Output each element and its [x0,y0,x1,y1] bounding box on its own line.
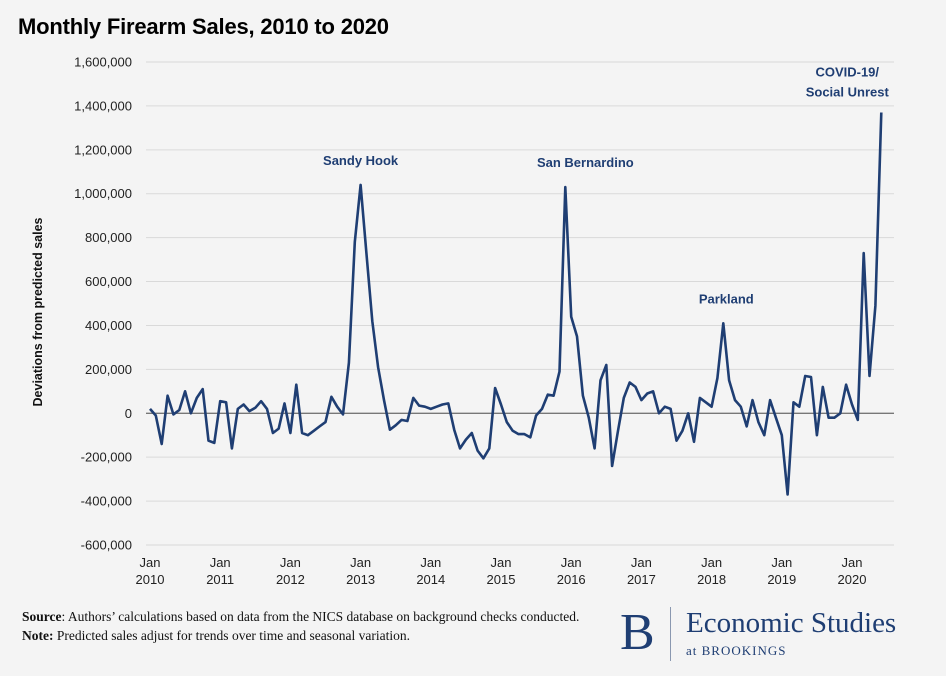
annotations: Sandy Hook San Bernardino Parkland COVID-19… [323,64,889,306]
logo-name: Economic Studies [686,607,897,639]
x-tick-year: 2013 [346,572,375,587]
y-tick-label: 1,600,000 [74,55,132,70]
x-tick-month: Jan [842,555,863,570]
y-tick-label: 600,000 [85,274,132,289]
annotation-label: Parkland [699,291,754,306]
x-tick-month: Jan [561,555,582,570]
x-tick-month: Jan [491,555,512,570]
y-tick-label: -400,000 [81,494,132,509]
x-tick-year: 2020 [838,572,867,587]
x-tick-month: Jan [350,555,371,570]
y-tick-label: 1,400,000 [74,98,132,113]
y-tick-label: 400,000 [85,318,132,333]
y-tick-label: -200,000 [81,450,132,465]
chart-title: Monthly Firearm Sales, 2010 to 2020 [18,14,389,39]
firearm-sales-chart: -600,000 -400,000 -200,000 0 200,000 400,000 6… [31,55,894,587]
x-tick-month: Jan [140,555,161,570]
x-tick-year: 2011 [206,572,234,587]
source-text: : Authors’ calculations based on data fr… [61,609,580,624]
annotation-label: Social Unrest [806,84,890,99]
x-tick-year: 2012 [276,572,305,587]
y-tick-label: 200,000 [85,362,132,377]
y-axis-ticks: -600,000 -400,000 -200,000 0 200,000 400,000 6… [74,55,132,553]
y-axis-label: Deviations from predicted sales [31,217,45,406]
y-tick-label: 800,000 [85,230,132,245]
x-tick-month: Jan [771,555,792,570]
y-tick-label: 0 [125,406,132,421]
logo-subtitle: at BROOKINGS [686,643,787,658]
gridlines [146,61,894,546]
note-text: Predicted sales adjust for trends over t… [53,628,411,643]
x-tick-month: Jan [631,555,652,570]
x-tick-month: Jan [280,555,301,570]
annotation-label: COVID-19/ [815,64,879,79]
x-tick-month: Jan [420,555,441,570]
footer-notes: Source: Authors’ calculations based on d… [22,607,612,645]
y-tick-label: 1,200,000 [74,142,132,157]
x-tick-month: Jan [210,555,231,570]
brookings-logo: B Economic Studies at BROOKINGS [620,604,930,667]
source-note: Source: Authors’ calculations based on d… [22,607,612,626]
x-tick-year: 2017 [627,572,656,587]
annotation-label: San Bernardino [537,155,634,170]
y-tick-label: -600,000 [81,538,132,553]
logo-divider [670,607,671,661]
x-axis-ticks: Jan 2010 Jan 2011 Jan 2012 Jan 2013 Jan 2014 Jan 20… [136,555,867,587]
x-tick-year: 2018 [697,572,726,587]
x-tick-year: 2019 [767,572,796,587]
note: Note: Predicted sales adjust for trends … [22,626,612,645]
x-tick-year: 2016 [557,572,586,587]
series-line [149,112,883,496]
annotation-label: Sandy Hook [323,153,399,168]
y-tick-label: 1,000,000 [74,186,132,201]
x-tick-month: Jan [701,555,722,570]
x-tick-year: 2010 [136,572,165,587]
source-label: Source [22,609,62,624]
x-tick-year: 2015 [487,572,516,587]
x-tick-year: 2014 [416,572,445,587]
logo-mark: B [620,604,655,661]
note-label: Note: [22,628,54,643]
